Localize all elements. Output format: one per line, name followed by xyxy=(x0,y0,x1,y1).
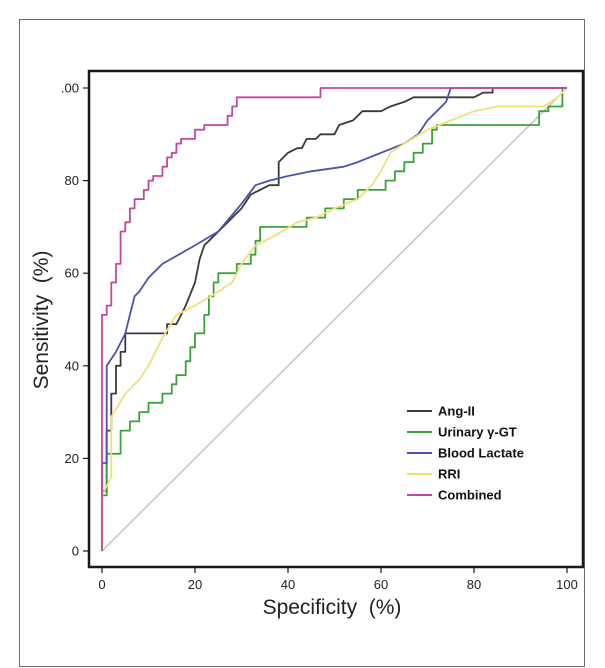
legend: Ang-II Urinary γ-GT Blood Lactate RRI Combin… xyxy=(407,404,524,503)
x-tick-label: 20 xyxy=(188,577,202,592)
x-tick-label: 0 xyxy=(98,577,105,592)
series-line-urinary-gt xyxy=(101,87,567,551)
series-line-rri xyxy=(101,87,568,551)
series-line-ang-ii xyxy=(101,87,567,551)
y-tick-label: 20 xyxy=(65,451,79,466)
reference-layer xyxy=(101,87,568,552)
x-tick-label: 40 xyxy=(281,577,295,592)
legend-label: RRI xyxy=(438,467,460,482)
y-tick-label: 80 xyxy=(65,173,79,188)
y-axis-ticks: 0 20 40 60 80 .00 xyxy=(61,81,89,559)
x-axis-ticks: 0 20 40 60 80 100 xyxy=(98,567,578,592)
legend-label: Ang-II xyxy=(438,404,475,419)
series-line-combined xyxy=(101,87,567,551)
x-axis-title: Specificity (%) xyxy=(263,596,402,619)
series-layer xyxy=(101,87,568,551)
y-tick-label: 0 xyxy=(72,544,79,559)
series-line-blood-lactate xyxy=(101,87,567,551)
legend-label: Blood Lactate xyxy=(438,446,524,461)
y-axis-title: Sensitivity (%) xyxy=(30,251,53,390)
x-tick-label: 80 xyxy=(467,577,481,592)
plot-area xyxy=(87,69,585,569)
x-tick-label: 60 xyxy=(374,577,388,592)
legend-label: Combined xyxy=(438,488,502,503)
x-tick-label: 100 xyxy=(556,577,578,592)
legend-label: Urinary γ-GT xyxy=(438,425,517,440)
y-tick-label: 40 xyxy=(65,358,79,373)
y-tick-label: 60 xyxy=(65,266,79,281)
y-tick-label: .00 xyxy=(61,81,79,96)
reference-diagonal xyxy=(101,87,568,552)
